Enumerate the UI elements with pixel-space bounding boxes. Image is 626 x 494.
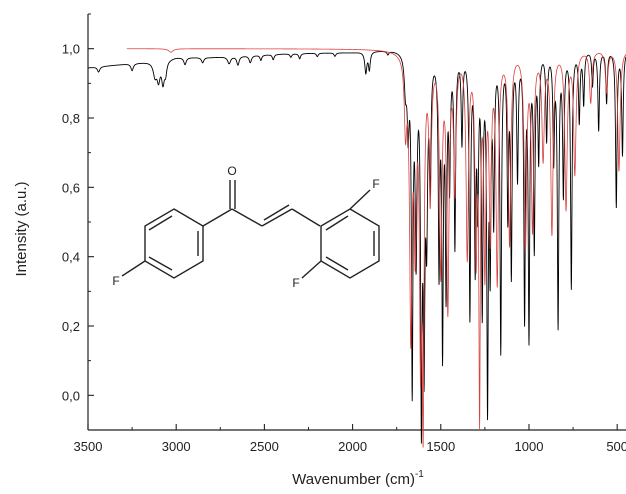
ring2-double-bond-1 [325,215,349,231]
y-tick-label: 0,2 [62,319,80,334]
difluorophenyl-ring [320,208,380,279]
x-axis-title-main: Wavenumber (cm) [292,471,415,488]
x-tick-label: 500 [606,439,626,454]
ring-double-bond-2 [148,256,173,271]
ring2-f-bottom-bond [301,260,322,279]
x-tick-label: 1500 [426,439,455,454]
atom-label-fluorine-left: F [112,274,119,288]
atom-label-oxygen: O [227,164,236,178]
atom-label-fluorine-top: F [372,177,379,191]
ring-f-bond [121,260,146,277]
x-tick-label: 3000 [162,439,191,454]
x-axis-title-superscript: -1 [415,469,424,480]
atom-label-fluorine-bottom: F [292,276,299,290]
chain-double-bond [263,204,290,221]
ring-double-bond-1 [148,215,173,231]
y-tick-label: 0,6 [62,180,80,195]
chain-bond-2 [261,208,293,227]
chain-bond-3 [291,208,321,227]
y-tick-label: 0,4 [62,250,80,265]
y-axis-title: Intensity (a.u.) [13,181,30,276]
ring-carbonyl-bond [202,208,233,227]
y-tick-label: 0,0 [62,388,80,403]
y-tick-label: 0,8 [62,111,80,126]
x-tick-label: 2500 [250,439,279,454]
ring2-f-top-bond [349,189,371,210]
series-layer [87,48,626,448]
chain-bond-1 [231,208,263,227]
axes: 0,0 0,2 0,4 0,6 0,8 1,0 3500 3000 2500 2000 1500 10… [62,13,626,454]
molecule-structure [121,180,380,279]
ring2-double-bond-3 [325,256,349,271]
spectrum-series-2 [126,48,626,448]
x-tick-label: 2000 [338,439,367,454]
x-tick-label: 1000 [515,439,544,454]
x-axis-title: Wavenumber (cm)-1 [292,469,424,488]
spectrum-series-1 [87,51,626,444]
y-tick-label: 1,0 [62,42,80,57]
x-tick-label: 3500 [74,439,103,454]
